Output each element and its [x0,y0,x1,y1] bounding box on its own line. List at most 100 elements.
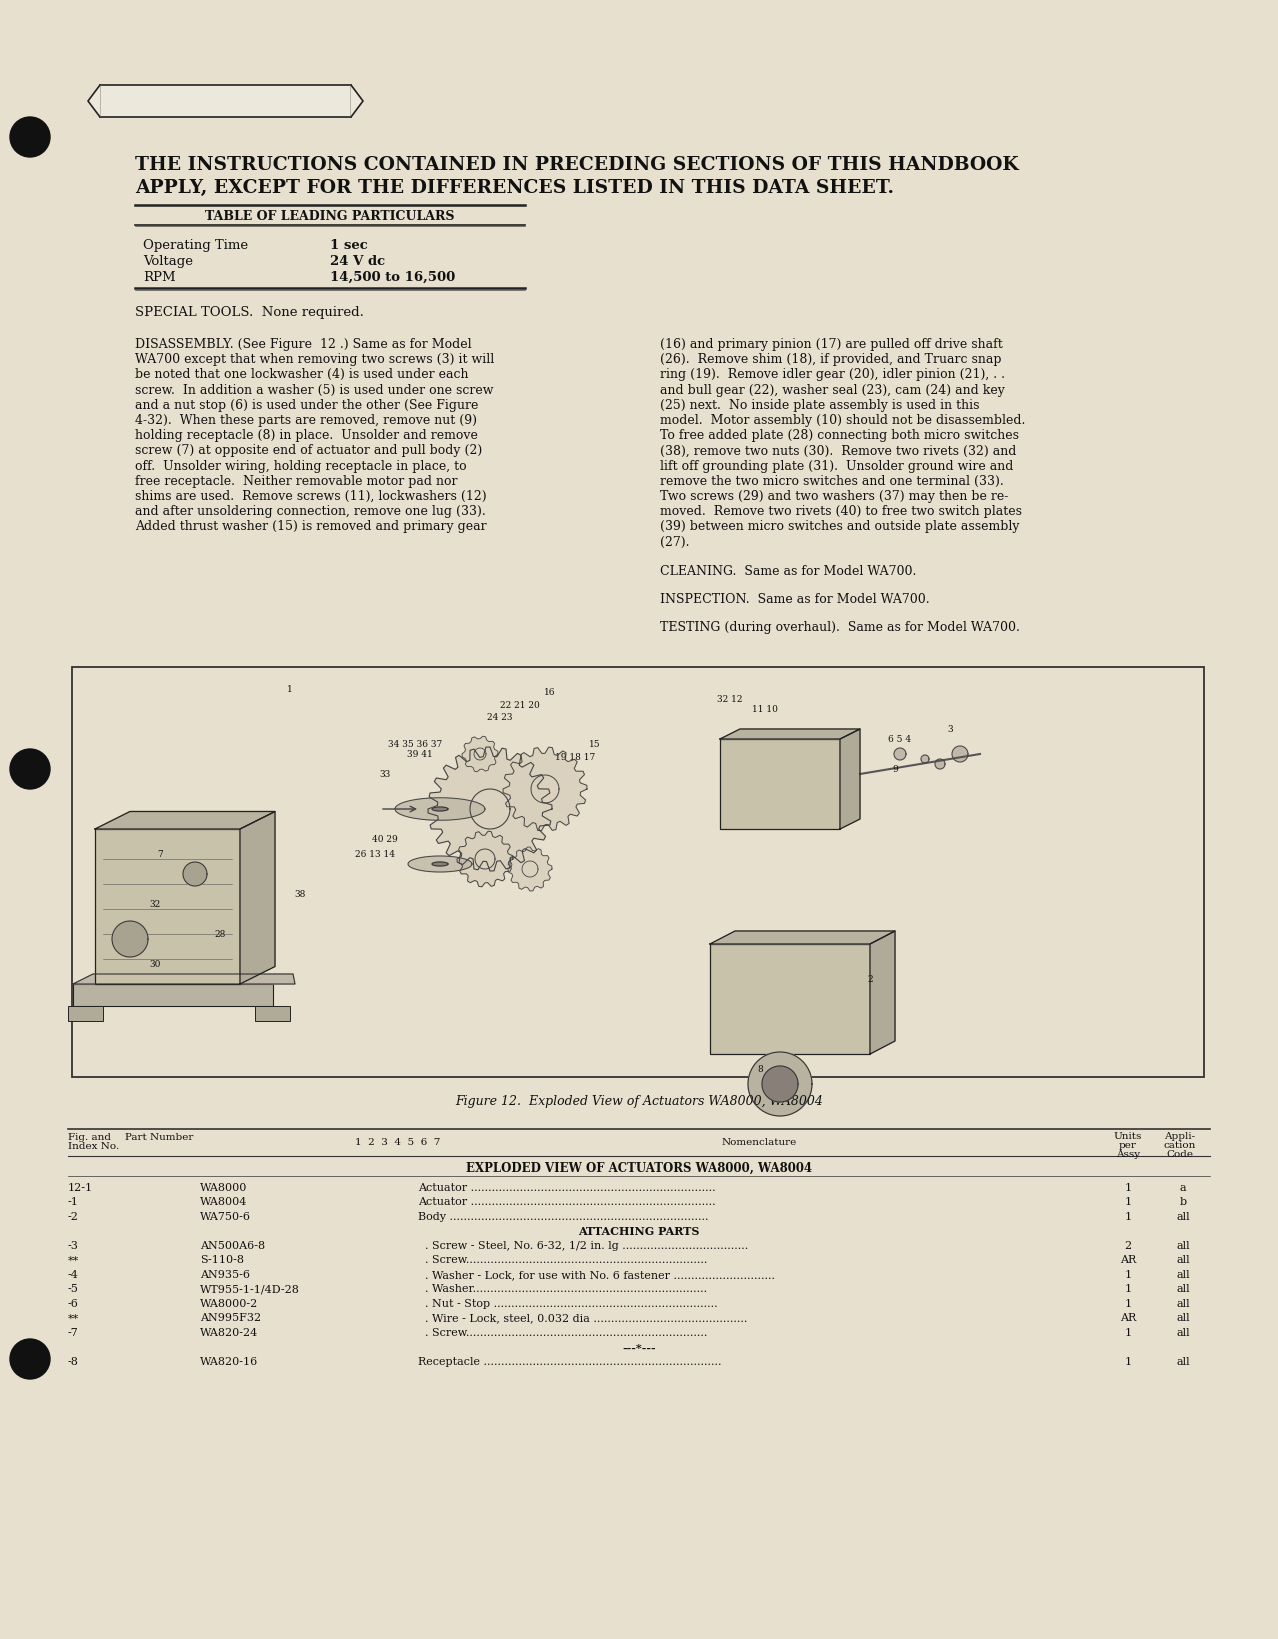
Polygon shape [458,831,512,887]
Text: WA8000-2: WA8000-2 [199,1298,258,1308]
Text: all: all [1176,1355,1190,1367]
Text: (25) next.  No inside plate assembly is used in this: (25) next. No inside plate assembly is u… [659,398,979,411]
Text: all: all [1176,1241,1190,1251]
Text: moved.  Remove two rivets (40) to free two switch plates: moved. Remove two rivets (40) to free tw… [659,505,1022,518]
Text: AN995F32: AN995F32 [199,1313,261,1323]
Text: TABLE OF LEADING PARTICULARS: TABLE OF LEADING PARTICULARS [206,210,455,223]
Polygon shape [952,746,967,762]
Polygon shape [183,862,207,887]
Text: holding receptacle (8) in place.  Unsolder and remove: holding receptacle (8) in place. Unsolde… [135,429,478,443]
Text: Index No.: Index No. [68,1141,119,1151]
Text: To free added plate (28) connecting both micro switches: To free added plate (28) connecting both… [659,429,1019,443]
Text: . Screw.....................................................................: . Screw.................................… [418,1328,708,1337]
Circle shape [10,118,50,157]
Polygon shape [504,747,587,831]
Text: 1: 1 [288,685,293,693]
Text: 33: 33 [380,770,391,779]
Text: Actuator ......................................................................: Actuator ...............................… [418,1196,716,1206]
Polygon shape [95,811,275,829]
Polygon shape [720,729,860,739]
Text: 1: 1 [1125,1182,1131,1192]
Text: 16: 16 [544,688,556,697]
Bar [68,1006,104,1021]
Text: (16) and primary pinion (17) are pulled off drive shaft: (16) and primary pinion (17) are pulled … [659,338,1003,351]
Text: 24 23: 24 23 [487,713,512,723]
Text: WA8004: WA8004 [199,1196,248,1206]
Bar [256,1006,290,1021]
Text: 30: 30 [150,960,161,969]
Text: 1 sec: 1 sec [330,239,368,252]
Text: 7: 7 [157,851,162,859]
Text: Assy: Assy [1116,1149,1140,1159]
Text: 1: 1 [1125,1328,1131,1337]
Text: b: b [1180,1196,1186,1206]
Text: 24 V dc: 24 V dc [330,254,385,267]
Text: Code: Code [1167,1149,1194,1159]
Polygon shape [73,975,295,985]
Polygon shape [935,759,944,770]
Text: 1: 1 [1125,1269,1131,1278]
Text: Actuator ......................................................................: Actuator ...............................… [418,1182,716,1192]
Text: 12-1: 12-1 [68,1182,93,1192]
Text: ---*---: ---*--- [622,1342,656,1352]
Polygon shape [428,747,552,872]
Text: Figure 12.  Exploded View of Actuators WA8000, WA8004: Figure 12. Exploded View of Actuators WA… [455,1095,823,1108]
Circle shape [10,749,50,790]
Text: 15: 15 [589,741,601,749]
Text: AR: AR [1120,1313,1136,1323]
Text: Receptacle ....................................................................: Receptacle .............................… [418,1355,722,1367]
Text: **: ** [68,1255,79,1265]
Polygon shape [395,798,484,821]
Bar [72,667,1204,1077]
Text: 1: 1 [1125,1196,1131,1206]
Text: -2: -2 [68,1211,79,1221]
Text: INSPECTION.  Same as for Model WA700.: INSPECTION. Same as for Model WA700. [659,592,929,605]
Text: WA820-24: WA820-24 [199,1328,258,1337]
Text: all: all [1176,1328,1190,1337]
Bar [95,829,240,985]
Text: 40 29: 40 29 [372,834,397,844]
Bar [73,985,273,1006]
Polygon shape [762,1067,797,1103]
Text: (27).: (27). [659,536,690,549]
Text: Part Number: Part Number [125,1133,193,1141]
Circle shape [10,1339,50,1378]
Bar [711,944,870,1054]
Text: WT955-1-1/4D-28: WT955-1-1/4D-28 [199,1283,300,1293]
Text: -7: -7 [68,1328,79,1337]
Text: be noted that one lockwasher (4) is used under each: be noted that one lockwasher (4) is used… [135,369,469,382]
Text: -8: -8 [68,1355,79,1367]
Text: 22 21 20: 22 21 20 [500,701,539,710]
Polygon shape [895,749,906,760]
Text: and a nut stop (6) is used under the other (See Figure: and a nut stop (6) is used under the oth… [135,398,478,411]
Text: AR: AR [1120,1255,1136,1265]
Text: THE INSTRUCTIONS CONTAINED IN PRECEDING SECTIONS OF THIS HANDBOOK: THE INSTRUCTIONS CONTAINED IN PRECEDING … [135,156,1019,174]
Polygon shape [711,931,895,944]
Text: 8: 8 [757,1065,763,1074]
Text: . Washer...................................................................: . Washer................................… [418,1283,707,1293]
Text: WA750-6: WA750-6 [199,1211,250,1221]
Text: EXPLODED VIEW OF ACTUATORS WA8000, WA8004: EXPLODED VIEW OF ACTUATORS WA8000, WA800… [466,1162,812,1174]
Text: Nomenclature: Nomenclature [721,1137,796,1146]
Text: -1: -1 [68,1196,79,1206]
Text: remove the two micro switches and one terminal (33).: remove the two micro switches and one te… [659,475,1003,487]
Text: all: all [1176,1298,1190,1308]
Text: 1: 1 [1125,1283,1131,1293]
Text: all: all [1176,1313,1190,1323]
Polygon shape [112,921,148,957]
Text: and bull gear (22), washer seal (23), cam (24) and key: and bull gear (22), washer seal (23), ca… [659,384,1005,397]
Text: 1: 1 [1125,1211,1131,1221]
Text: 1: 1 [1125,1298,1131,1308]
Bar [720,739,840,829]
Text: -6: -6 [68,1298,79,1308]
Text: WM. R. WHITTAKER CO., LTD.: WM. R. WHITTAKER CO., LTD. [106,93,345,108]
Text: SPECIAL TOOLS.  None required.: SPECIAL TOOLS. None required. [135,306,364,320]
Text: ATTACHING PARTS: ATTACHING PARTS [579,1226,699,1237]
Polygon shape [840,729,860,829]
Text: (26).  Remove shim (18), if provided, and Truarc snap: (26). Remove shim (18), if provided, and… [659,352,1002,365]
Polygon shape [432,808,449,811]
Polygon shape [88,85,100,118]
Text: per: per [1120,1141,1137,1149]
Polygon shape [921,756,929,764]
Text: model.  Motor assembly (10) should not be disassembled.: model. Motor assembly (10) should not be… [659,413,1025,426]
